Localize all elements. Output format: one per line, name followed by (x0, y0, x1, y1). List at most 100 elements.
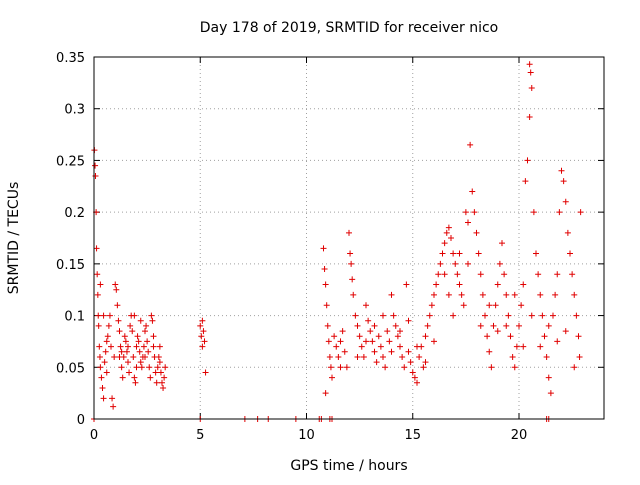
data-point (431, 291, 437, 298)
data-point (160, 384, 167, 391)
data-point (108, 343, 114, 350)
data-point (116, 353, 123, 360)
data-point (147, 374, 154, 381)
data-point (416, 353, 423, 360)
data-point (465, 219, 471, 226)
data-point (397, 328, 403, 335)
data-point (94, 271, 101, 278)
data-point (327, 364, 334, 371)
data-point (428, 302, 435, 309)
data-point (322, 390, 329, 397)
data-point (473, 229, 480, 236)
data-point (537, 291, 544, 298)
data-point (424, 322, 431, 329)
data-point (115, 317, 122, 324)
data-point (349, 276, 356, 283)
data-point (528, 85, 535, 92)
grid (94, 57, 604, 419)
data-point (394, 333, 401, 340)
x-tick-label: 5 (196, 428, 204, 443)
data-point (117, 343, 124, 350)
data-point (133, 364, 140, 371)
data-point (161, 374, 168, 381)
x-tick-label: 15 (404, 428, 421, 443)
data-point (467, 141, 474, 148)
data-point (356, 333, 363, 340)
data-point (149, 317, 156, 324)
data-point (401, 364, 408, 371)
data-point (367, 328, 374, 335)
data-point (399, 353, 406, 360)
data-point (129, 328, 136, 335)
data-point (337, 364, 344, 371)
plot-frame (93, 56, 605, 420)
y-axis-title: SRMTID / TECUs (6, 182, 22, 295)
data-point (545, 322, 552, 329)
data-point (106, 312, 113, 319)
data-point (469, 188, 476, 195)
data-point (407, 359, 414, 366)
chart-title: Day 178 of 2019, SRMTID for receiver nic… (200, 20, 498, 36)
data-point (539, 312, 546, 319)
data-point (507, 333, 514, 340)
data-point (98, 374, 105, 381)
data-point (501, 271, 508, 278)
data-point (335, 353, 342, 360)
data-point (371, 322, 378, 329)
data-point (148, 312, 155, 319)
data-point (200, 328, 207, 335)
data-point (150, 343, 157, 350)
data-point (123, 348, 130, 355)
data-point (460, 302, 467, 309)
data-point (511, 364, 518, 371)
data-point (454, 271, 461, 278)
data-point (96, 353, 103, 360)
data-point (577, 209, 584, 216)
data-point (448, 235, 454, 241)
data-point (552, 291, 559, 298)
y-tick-label: 0.2 (64, 206, 85, 221)
data-point (348, 260, 355, 267)
data-point (96, 343, 103, 350)
data-point (388, 348, 395, 355)
data-point (509, 353, 516, 360)
data-point (439, 250, 446, 257)
data-point (503, 291, 510, 298)
data-point (133, 343, 140, 350)
data-point (471, 209, 478, 216)
data-point (520, 281, 527, 288)
data-point (343, 364, 350, 371)
data-point (414, 379, 420, 386)
data-point (522, 178, 529, 185)
data-point (567, 250, 573, 257)
data-point (382, 364, 389, 371)
data-point (562, 328, 569, 335)
data-point (324, 322, 331, 329)
data-point (354, 353, 361, 360)
data-point (422, 359, 429, 366)
data-point (99, 384, 106, 391)
data-point (201, 338, 208, 345)
data-point (443, 229, 450, 236)
x-axis-title: GPS time / hours (290, 458, 407, 474)
data-point (526, 61, 533, 68)
data-point (325, 338, 332, 345)
data-point (150, 333, 157, 340)
data-point (155, 353, 162, 360)
data-point (545, 374, 552, 381)
data-point (142, 353, 148, 360)
data-point (450, 312, 457, 319)
data-point (513, 343, 520, 350)
data-point (126, 369, 133, 376)
data-point (145, 348, 152, 355)
data-point (127, 322, 134, 329)
data-point (111, 353, 118, 360)
data-point (541, 333, 548, 340)
data-point (445, 291, 452, 298)
data-point (571, 364, 578, 371)
data-point (499, 240, 505, 247)
data-point (450, 250, 457, 257)
data-point (384, 328, 391, 335)
data-point (97, 364, 104, 371)
data-point (511, 291, 518, 298)
